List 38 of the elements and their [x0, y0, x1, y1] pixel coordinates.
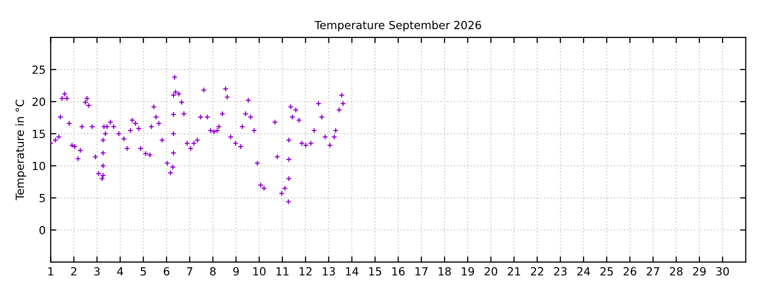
x-tick-label: 4 — [117, 267, 124, 276]
x-tick-label: 29 — [693, 267, 706, 276]
x-tick-label: 10 — [253, 267, 266, 276]
x-tick-label: 8 — [210, 267, 216, 276]
y-tick-label: 0 — [39, 226, 46, 234]
chart-title: Temperature September 2026 — [314, 20, 482, 32]
x-tick-label: 26 — [624, 267, 636, 276]
x-tick-label: 17 — [416, 267, 428, 276]
x-tick-label: 13 — [322, 267, 335, 276]
x-tick-label: 15 — [369, 267, 382, 276]
x-tick-label: 6 — [164, 267, 170, 276]
x-tick-label: 1 — [48, 267, 54, 276]
y-axis-title: Temperature in °C — [15, 100, 26, 200]
x-tick-label: 7 — [187, 267, 192, 276]
x-tick-label: 30 — [716, 267, 729, 276]
x-tick-label: 23 — [554, 267, 567, 276]
x-tick-label: 2 — [71, 267, 76, 276]
x-tick-label: 14 — [346, 267, 358, 276]
y-tick-label: 20 — [32, 98, 46, 106]
x-tick-label: 11 — [276, 267, 288, 276]
x-tick-label: 21 — [508, 267, 520, 276]
x-tick-label: 25 — [600, 267, 613, 276]
x-tick-label: 20 — [484, 267, 498, 276]
x-tick-label: 27 — [646, 267, 660, 276]
y-tick-label: 15 — [32, 130, 45, 138]
x-tick-label: 28 — [670, 267, 683, 276]
x-tick-label: 12 — [300, 267, 312, 276]
y-tick-label: 25 — [32, 66, 45, 74]
x-tick-label: 5 — [140, 267, 146, 276]
x-tick-label: 18 — [438, 267, 451, 276]
x-tick-label: 19 — [462, 267, 474, 276]
y-tick-label: 5 — [40, 194, 45, 202]
x-tick-label: 3 — [94, 267, 100, 276]
x-tick-label: 16 — [392, 267, 405, 276]
x-tick-label: 24 — [577, 267, 590, 276]
x-tick-label: 22 — [530, 267, 544, 276]
x-tick-label: 9 — [233, 267, 239, 276]
y-tick-label: 10 — [32, 162, 46, 170]
